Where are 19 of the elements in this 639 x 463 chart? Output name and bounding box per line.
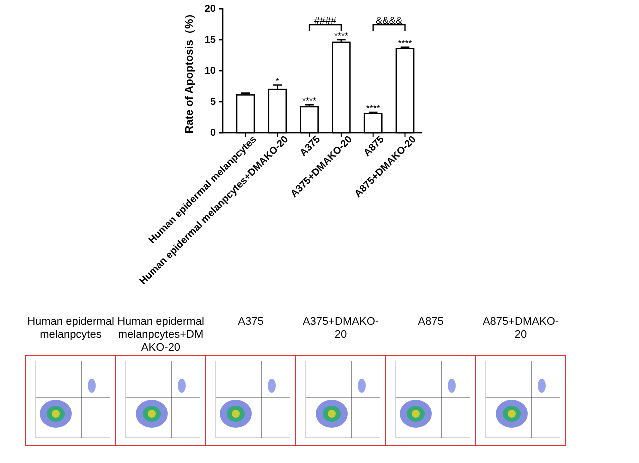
y-tick-label: 5 [210,97,216,108]
annotation: &&&& [376,16,403,27]
y-axis-title: Rate of Apoptosis（%） [184,8,196,134]
text: Human epidermal melanpcytes+DMAKO-20 [117,316,205,355]
annotation: #### [314,16,338,27]
annotation: * [276,76,280,86]
annotation: **** [366,104,381,114]
annotation: **** [302,96,318,106]
annotation: **** [398,38,413,48]
y-tick-label: 20 [204,4,216,16]
text: A875+DMAKO-20 [482,316,560,342]
annotation: **** [334,31,349,41]
text: Human epidermal melanpcytes [27,316,115,342]
y-tick-label: 0 [210,128,216,140]
text: A375 [238,316,264,329]
text: A375+DMAKO-20 [302,316,380,342]
y-tick-label: 10 [204,66,216,78]
text: A875 [418,316,444,329]
y-tick-label: 15 [204,35,216,46]
